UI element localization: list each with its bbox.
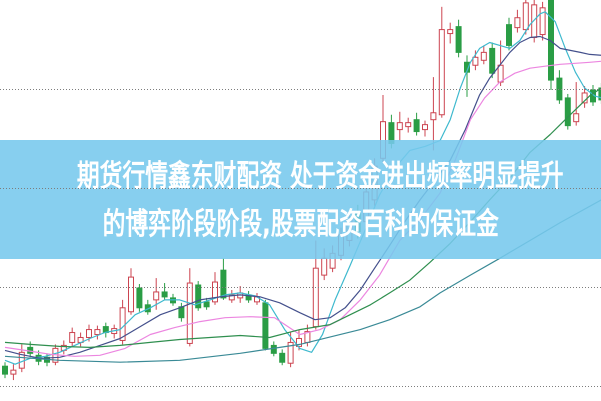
title-banner: [0, 140, 601, 259]
headline-line-1: 期货行情鑫东财配资 处于资金进出频率明显提升: [0, 161, 601, 193]
headline-text-1: 期货行情鑫东财配资 处于资金进出频率明显提升: [76, 159, 564, 194]
headline-text-2: 的博弈阶段阶段,股票配资百科的保证金: [102, 207, 499, 242]
headline-line-2: 的博弈阶段阶段,股票配资百科的保证金: [0, 209, 601, 241]
